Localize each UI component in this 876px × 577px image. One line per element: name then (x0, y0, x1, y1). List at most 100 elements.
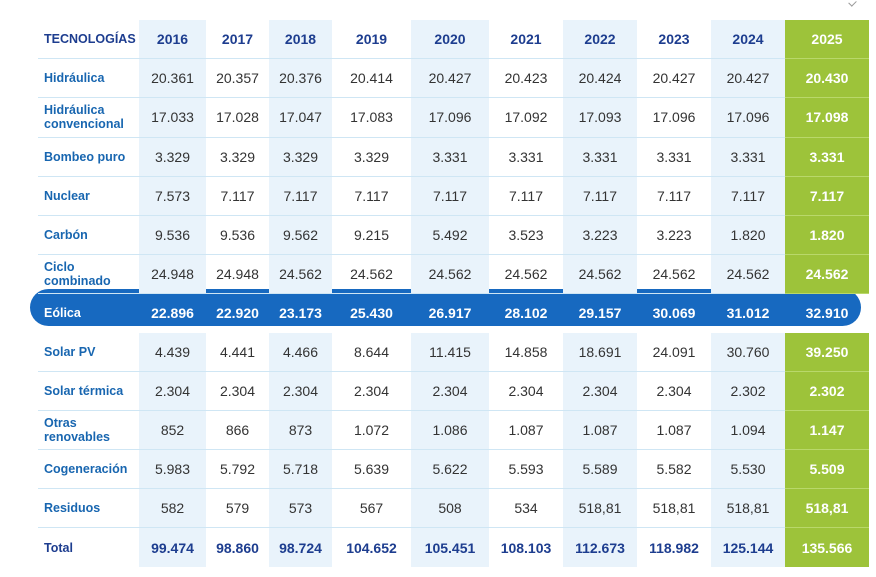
cell-value: 105.451 (411, 528, 489, 567)
row-label: Cogeneración (38, 450, 139, 490)
cell-value: 3.329 (206, 138, 269, 177)
cell-value: 5.582 (637, 450, 711, 490)
cell-value-2025: 1.147 (785, 410, 869, 451)
cell-value: 24.562 (411, 255, 489, 295)
row-label: Nuclear (38, 177, 139, 216)
cell-value: 2.304 (206, 372, 269, 411)
cell-value: 573 (269, 489, 332, 529)
cell-value: 17.096 (711, 98, 785, 138)
cell-value: 852 (139, 410, 206, 451)
table-row: Total 99.474 98.860 98.724 104.652 105.451 108… (38, 528, 869, 567)
chevron-icon (848, 0, 857, 7)
cell-value-2025: 3.331 (785, 137, 869, 177)
cell-value: 24.948 (139, 255, 206, 295)
header-year-2025: 2025 (785, 20, 869, 60)
cell-value: 7.117 (489, 177, 563, 216)
row-label: Ciclo combinado (38, 255, 139, 295)
cell-value: 4.441 (206, 333, 269, 372)
row-label: Hidráulica (38, 59, 139, 99)
table-row: Ciclo combinado 24.948 24.948 24.562 24.562 2… (38, 255, 869, 295)
cell-value: 24.091 (637, 333, 711, 372)
cell-value: 2.304 (332, 372, 411, 411)
cell-value-2025: 39.250 (785, 332, 869, 372)
header-row: TECNOLOGÍAS 2016 2017 2018 2019 2020 202… (38, 20, 869, 60)
cell-value: 24.562 (563, 255, 637, 295)
cell-value: 3.331 (489, 138, 563, 177)
cell-value-2025: 1.820 (785, 215, 869, 256)
cell-value: 5.983 (139, 450, 206, 490)
cell-value: 14.858 (489, 333, 563, 372)
cell-value: 24.948 (206, 255, 269, 295)
cell-value: 534 (489, 489, 563, 529)
cell-value-2025: 518,81 (785, 489, 869, 529)
cell-value: 7.573 (139, 176, 206, 216)
cell-value: 104.652 (346, 539, 397, 556)
header-year: 2024 (711, 20, 785, 60)
cell-value: 20.376 (269, 59, 332, 99)
cell-value: 22.920 (216, 305, 259, 322)
header-year: 2016 (139, 20, 206, 60)
cell-value: 4.439 (139, 332, 206, 372)
cell-value: 582 (139, 489, 206, 529)
capacity-table-container: TECNOLOGÍAS 2016 2017 2018 2019 2020 202… (38, 20, 869, 567)
cell-value: 2.302 (711, 371, 785, 411)
header-technologies: TECNOLOGÍAS (38, 20, 139, 60)
table-row: Residuos 582 579 573 567 508 534 518,81 518,81 51… (38, 489, 869, 529)
cell-value: 7.117 (711, 176, 785, 216)
cell-value: 518,81 (711, 489, 785, 529)
cell-value: 518,81 (563, 489, 637, 529)
cell-value: 17.096 (637, 98, 711, 138)
cell-value: 17.083 (332, 98, 411, 138)
cell-value: 5.718 (269, 450, 332, 490)
cell-value: 2.304 (637, 372, 711, 411)
table-row: Hidráulica convencional 17.033 17.028 17.04… (38, 98, 869, 138)
cell-value: 7.117 (269, 176, 332, 216)
cell-value: 1.087 (489, 411, 563, 451)
cell-value: 20.424 (563, 59, 637, 99)
cell-value: 20.414 (332, 59, 411, 99)
cell-value: 2.304 (489, 372, 563, 411)
cell-value: 5.639 (332, 450, 411, 490)
capacity-table: TECNOLOGÍAS 2016 2017 2018 2019 2020 202… (38, 20, 869, 567)
cell-value: 22.896 (151, 305, 194, 322)
cell-value: 9.215 (332, 216, 411, 256)
cell-value-2025: 24.562 (785, 255, 869, 295)
cell-value: 3.329 (332, 138, 411, 177)
row-label: Carbón (38, 216, 139, 256)
cell-value: 17.093 (563, 98, 637, 138)
cell-value: 5.530 (711, 450, 785, 490)
row-label: Otras renovables (38, 411, 139, 451)
cell-value: 7.117 (637, 177, 711, 216)
cell-value: 18.691 (563, 332, 637, 372)
cell-value: 1.820 (711, 215, 785, 256)
row-label: Total (44, 540, 73, 555)
cell-value: 1.087 (563, 410, 637, 451)
cell-value-2025: 135.566 (785, 528, 869, 567)
row-label: Bombeo puro (38, 138, 139, 177)
header-year: 2022 (563, 20, 637, 60)
cell-value-2025: 32.910 (805, 305, 849, 322)
cell-value: 24.562 (269, 255, 332, 295)
cell-value: 29.157 (578, 305, 622, 322)
cell-value: 20.423 (489, 59, 563, 99)
table-row: Solar PV 4.439 4.441 4.466 8.644 11.415 14.858… (38, 332, 869, 372)
cell-value: 98.860 (216, 539, 259, 556)
cell-value: 873 (269, 410, 332, 451)
table-row: Carbón 9.536 9.536 9.562 9.215 5.492 3.523 3.22… (38, 215, 869, 256)
cell-value: 108.103 (500, 539, 552, 556)
cell-value: 20.427 (637, 59, 711, 99)
cell-value: 4.466 (269, 332, 332, 372)
table-row: Bombeo puro 3.329 3.329 3.329 3.329 3.331 3.33… (38, 137, 869, 177)
table-row: Hidráulica 20.361 20.357 20.376 20.414 20.427… (38, 59, 869, 99)
header-year: 2018 (269, 20, 332, 60)
cell-value: 1.072 (332, 411, 411, 451)
cell-value: 7.117 (411, 176, 489, 216)
cell-value: 30.760 (711, 332, 785, 372)
cell-value: 3.331 (711, 137, 785, 177)
cell-value: 20.427 (711, 59, 785, 99)
row-label: Solar térmica (38, 372, 139, 411)
cell-value-2025: 7.117 (785, 176, 869, 216)
cell-value: 3.331 (411, 137, 489, 177)
header-year: 2019 (332, 20, 411, 60)
table-row: Eólica 22.896 22.920 23.173 25.430 26.917 28.1… (38, 294, 869, 332)
